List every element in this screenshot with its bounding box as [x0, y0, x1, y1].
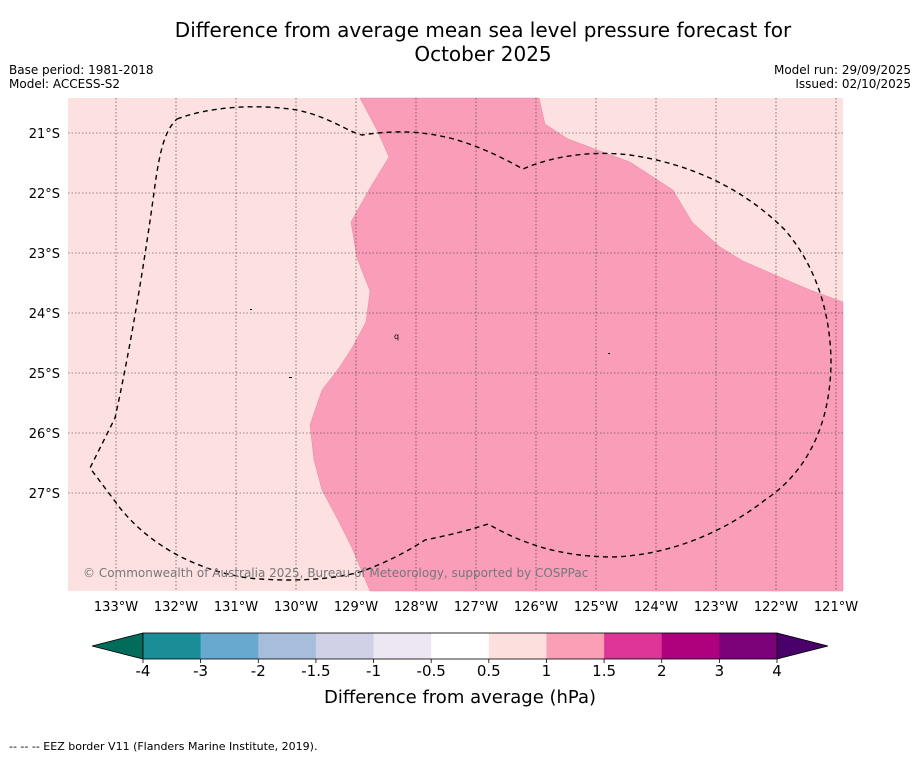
colorbar-cell: [719, 633, 778, 659]
lat-label: 24°S: [29, 307, 60, 322]
lon-label: 127°W: [454, 600, 498, 615]
colorbar-tick-label: -0.5: [417, 662, 446, 680]
islands: [250, 309, 610, 378]
title-line-1: Difference from average mean sea level p…: [174, 18, 792, 42]
lon-label: 123°W: [694, 600, 738, 615]
island-marker: [250, 309, 252, 310]
eez-legend-text: -- -- -- EEZ border V11 (Flanders Marine…: [9, 740, 318, 753]
lat-label: 25°S: [29, 367, 60, 382]
map-panel: q © Commonwealth of Australia 2025, Bure…: [68, 97, 844, 592]
colorbar-tick-label: 1.5: [592, 662, 616, 680]
colorbar-tick-label: -3: [193, 662, 208, 680]
island-marker: [608, 353, 610, 354]
lon-label: 126°W: [514, 600, 558, 615]
colorbar: -4 -3 -2 -1.5 -1 -0.5 0.5 1 1.5 2 3 4 Difference fr…: [91, 632, 829, 708]
colorbar-tick-label: -4: [136, 662, 151, 680]
lat-label: 27°S: [29, 487, 60, 502]
colorbar-cell: [143, 633, 201, 659]
colorbar-over-triangle: [776, 632, 829, 660]
latitude-labels: 21°S 22°S 23°S 24°S 25°S 26°S 27°S: [29, 127, 60, 502]
lon-label: 132°W: [154, 600, 198, 615]
lat-label: 23°S: [29, 247, 60, 262]
lon-label: 124°W: [634, 600, 678, 615]
lat-label: 21°S: [29, 127, 60, 142]
gridlines: [68, 98, 843, 591]
lon-label: 128°W: [394, 600, 438, 615]
eez-border: [89, 106, 832, 581]
lon-label: 131°W: [214, 600, 258, 615]
model-run-text: Model run: 29/09/2025: [773, 63, 911, 77]
colorbar-cell: [258, 633, 317, 659]
colorbar-under-triangle: [91, 632, 144, 660]
lon-label: 125°W: [574, 600, 618, 615]
issued-text: Issued: 02/10/2025: [795, 77, 911, 91]
title-line-2: October 2025: [414, 42, 552, 66]
colorbar-cell: [373, 633, 432, 659]
longitude-labels: 133°W 132°W 131°W 130°W 129°W 128°W 127°…: [94, 600, 858, 615]
colorbar-tick-label: 3: [715, 662, 725, 680]
colorbar-cell: [604, 633, 663, 659]
lat-label: 26°S: [29, 427, 60, 442]
lon-label: 121°W: [814, 600, 858, 615]
base-period-text: Base period: 1981-2018: [9, 63, 154, 77]
colorbar-tick-label: 4: [772, 662, 782, 680]
island-marker: [289, 377, 292, 378]
colorbar-tick-label: 2: [657, 662, 667, 680]
positive-anomaly-region: [309, 97, 844, 592]
colorbar-cell: [200, 633, 259, 659]
chart-title: Difference from average mean sea level p…: [0, 18, 919, 66]
colorbar-cell: [431, 633, 490, 659]
colorbar-tick-label: 0.5: [477, 662, 501, 680]
colorbar-cell: [315, 633, 374, 659]
run-info: Model run: 29/09/2025 Issued: 02/10/2025: [774, 63, 911, 91]
model-info: Base period: 1981-2018 Model: ACCESS-S2: [9, 63, 154, 91]
colorbar-frame: [142, 632, 778, 660]
colorbar-cell: [488, 633, 547, 659]
lon-label: 129°W: [334, 600, 378, 615]
colorbar-label: Difference from average (hPa): [324, 687, 596, 708]
lon-label: 133°W: [94, 600, 138, 615]
island-label: q: [394, 332, 399, 341]
colorbar-tick-label: 1: [542, 662, 552, 680]
colorbar-cell: [661, 633, 720, 659]
colorbar-tick-label: -1.5: [301, 662, 330, 680]
colorbar-cell: [546, 633, 605, 659]
lon-label: 130°W: [274, 600, 318, 615]
lon-label: 122°W: [754, 600, 798, 615]
copyright-text: © Commonwealth of Australia 2025, Bureau…: [83, 566, 588, 580]
colorbar-tick-label: -2: [251, 662, 266, 680]
model-text: Model: ACCESS-S2: [9, 77, 121, 91]
colorbar-tick-label: -1: [366, 662, 381, 680]
lat-label: 22°S: [29, 187, 60, 202]
